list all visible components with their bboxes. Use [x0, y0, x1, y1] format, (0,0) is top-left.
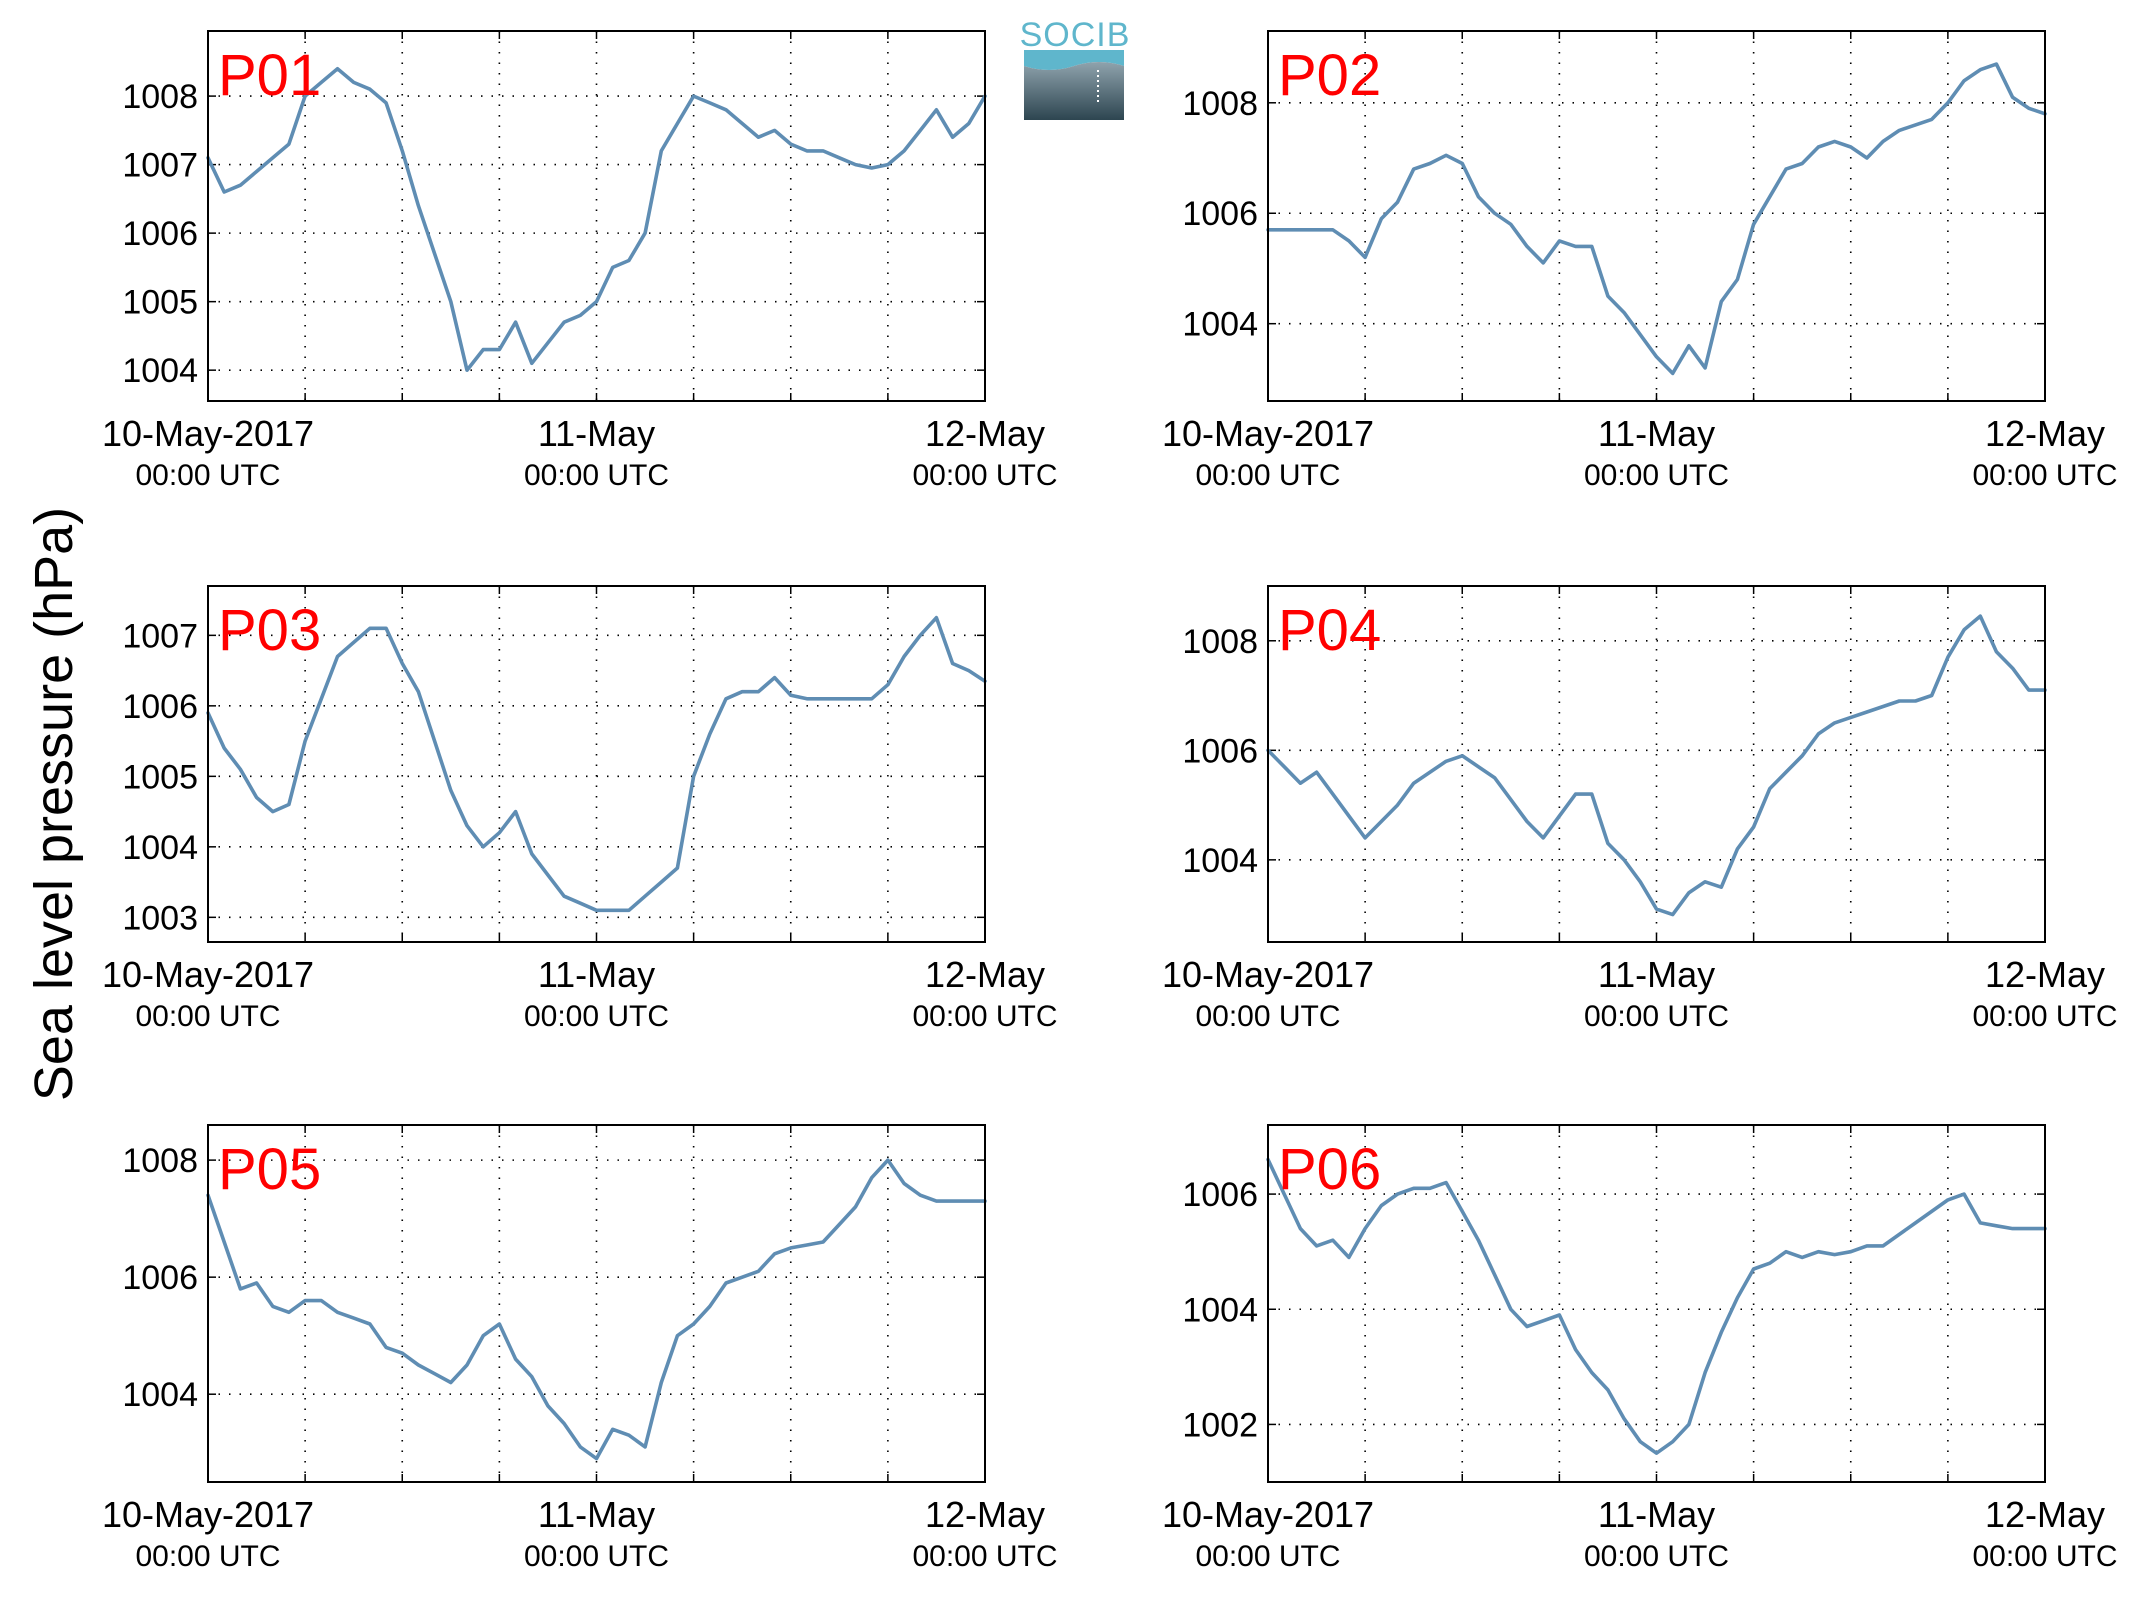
axes-frame: [207, 30, 986, 402]
axes-frame: [1267, 585, 2046, 943]
panel-p04: 1004 1006 1008 10-May-2017 00:00 UTC 11-May 00…: [1162, 585, 2118, 1033]
x-tick-label: 10-May-2017: [1162, 954, 1374, 995]
y-tick-label: 1004: [122, 829, 198, 867]
axes-frame: [1267, 1124, 2046, 1483]
y-tick-label: 1008: [1182, 85, 1258, 123]
x-tick-label: 11-May: [538, 413, 655, 454]
x-tick-label: 10-May-2017: [1162, 1494, 1374, 1535]
y-tick-label: 1007: [122, 147, 198, 185]
panel-label: P05: [218, 1137, 321, 1202]
x-tick-label: 12-May: [1985, 413, 2105, 454]
x-tick-label: 10-May-2017: [102, 1494, 314, 1535]
panel-label: P04: [1278, 598, 1381, 663]
x-tick-sublabel: 00:00 UTC: [135, 1540, 280, 1573]
x-tick-label: 11-May: [1598, 1494, 1715, 1535]
panel-p01: 1004 1005 1006 1007 1008 10-May-2017 00:00 UTC…: [102, 30, 1058, 492]
y-tick-label: 1006: [1182, 732, 1258, 770]
x-tick-sublabel: 00:00 UTC: [524, 459, 669, 492]
x-tick-sublabel: 00:00 UTC: [912, 459, 1057, 492]
x-tick-label: 10-May-2017: [1162, 413, 1374, 454]
x-tick-sublabel: 00:00 UTC: [1972, 1540, 2117, 1573]
y-tick-label: 1008: [122, 1142, 198, 1180]
y-tick-label: 1005: [122, 284, 198, 322]
y-tick-label: 1008: [1182, 623, 1258, 661]
x-tick-label: 12-May: [925, 1494, 1045, 1535]
x-tick-sublabel: 00:00 UTC: [1584, 459, 1729, 492]
series-line-p03: [206, 615, 987, 913]
x-tick-sublabel: 00:00 UTC: [1584, 1000, 1729, 1033]
panel-p06: 1002 1004 1006 10-May-2017 00:00 UTC 11-May 00…: [1162, 1124, 2118, 1573]
x-tick-label: 12-May: [1985, 1494, 2105, 1535]
axes-frame: [207, 1124, 986, 1483]
x-tick-sublabel: 00:00 UTC: [135, 459, 280, 492]
series-line-p06: [1266, 1157, 2047, 1455]
x-tick-sublabel: 00:00 UTC: [912, 1540, 1057, 1573]
y-tick-label: 1008: [122, 78, 198, 116]
series-line-p05: [206, 1158, 987, 1461]
x-tick-sublabel: 00:00 UTC: [1972, 459, 2117, 492]
panel-label: P02: [1278, 43, 1381, 108]
socib-logo: SOCIB: [1020, 16, 1131, 120]
x-tick-label: 11-May: [538, 1494, 655, 1535]
x-tick-label: 12-May: [1985, 954, 2105, 995]
y-tick-label: 1006: [1182, 195, 1258, 233]
y-tick-label: 1003: [122, 899, 198, 937]
logo-text: SOCIB: [1020, 16, 1131, 54]
x-tick-label: 11-May: [1598, 413, 1715, 454]
y-tick-label: 1006: [122, 215, 198, 253]
x-tick-label: 12-May: [925, 413, 1045, 454]
x-tick-sublabel: 00:00 UTC: [1195, 459, 1340, 492]
x-tick-label: 11-May: [1598, 954, 1715, 995]
x-tick-sublabel: 00:00 UTC: [135, 1000, 280, 1033]
y-tick-label: 1006: [122, 1259, 198, 1297]
y-tick-label: 1005: [122, 758, 198, 796]
x-tick-sublabel: 00:00 UTC: [524, 1000, 669, 1033]
y-tick-label: 1006: [1182, 1176, 1258, 1214]
x-tick-sublabel: 00:00 UTC: [1195, 1540, 1340, 1573]
axes-frame: [207, 585, 986, 943]
series-line-p01: [206, 66, 987, 372]
panel-p03: 1003 1004 1005 1006 1007 10-May-2017 00:00 UTC…: [102, 585, 1058, 1033]
y-axis-label: Sea level pressure (hPa): [24, 507, 84, 1101]
x-tick-sublabel: 00:00 UTC: [912, 1000, 1057, 1033]
panel-p05: 1004 1006 1008 10-May-2017 00:00 UTC 11-May 00…: [102, 1124, 1058, 1573]
series-line-p04: [1266, 614, 2047, 917]
x-tick-sublabel: 00:00 UTC: [1972, 1000, 2117, 1033]
x-tick-sublabel: 00:00 UTC: [1195, 1000, 1340, 1033]
panel-label: P01: [218, 43, 321, 108]
y-tick-label: 1006: [122, 688, 198, 726]
panel-p02: 1004 1006 1008 10-May-2017 00:00 UTC 11-May 00…: [1162, 30, 2118, 492]
x-tick-sublabel: 00:00 UTC: [524, 1540, 669, 1573]
y-tick-label: 1004: [122, 352, 198, 390]
panel-label: P03: [218, 598, 321, 663]
y-tick-label: 1002: [1182, 1406, 1258, 1444]
panel-label: P06: [1278, 1137, 1381, 1202]
x-tick-sublabel: 00:00 UTC: [1584, 1540, 1729, 1573]
x-tick-label: 10-May-2017: [102, 413, 314, 454]
y-tick-label: 1004: [1182, 842, 1258, 880]
y-tick-label: 1004: [1182, 306, 1258, 344]
y-tick-label: 1004: [1182, 1291, 1258, 1329]
series-line-p02: [1266, 62, 2047, 376]
axes-frame: [1267, 30, 2046, 402]
x-tick-label: 11-May: [538, 954, 655, 995]
y-tick-label: 1007: [122, 617, 198, 655]
y-tick-label: 1004: [122, 1376, 198, 1414]
x-tick-label: 12-May: [925, 954, 1045, 995]
x-tick-label: 10-May-2017: [102, 954, 314, 995]
